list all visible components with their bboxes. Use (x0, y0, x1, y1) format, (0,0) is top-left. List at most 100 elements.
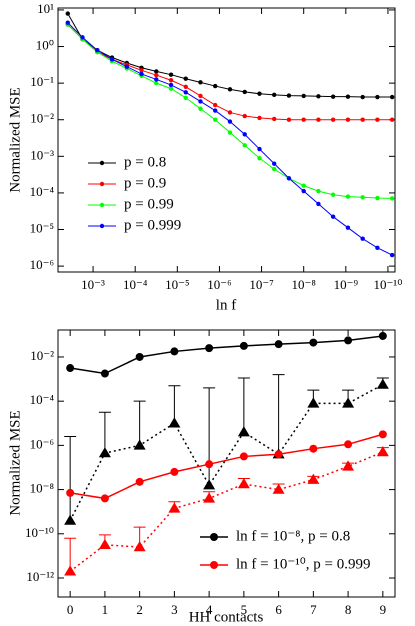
marker (168, 502, 181, 513)
marker (227, 87, 233, 92)
marker (316, 117, 321, 122)
x-tick-label: 6 (275, 602, 282, 617)
marker (330, 94, 336, 99)
marker (272, 483, 285, 494)
marker (100, 369, 109, 378)
x-axis-label: HH contacts (189, 609, 264, 625)
y-tick-label: 10⁻⁸ (30, 481, 55, 496)
marker (360, 236, 365, 241)
marker (168, 78, 174, 83)
marker (168, 86, 174, 91)
marker (301, 93, 306, 99)
marker (345, 94, 351, 99)
marker (183, 95, 188, 100)
marker (375, 94, 380, 100)
marker (154, 77, 159, 82)
x-tick-label: 10⁻⁸ (291, 277, 316, 292)
marker (205, 344, 214, 353)
marker (307, 473, 320, 484)
marker (316, 188, 321, 194)
y-tick-label: 10⁻⁵ (30, 220, 54, 235)
marker (360, 195, 365, 200)
legend-label: p = 0.9 (124, 175, 166, 191)
marker (344, 440, 353, 449)
marker (242, 132, 247, 137)
legend-label: p = 0.8 (124, 154, 166, 170)
marker (133, 439, 146, 450)
series-line (67, 13, 393, 98)
marker (286, 176, 292, 181)
marker (64, 565, 77, 576)
marker (376, 446, 389, 457)
marker (109, 57, 115, 62)
y-tick-label: 10⁻¹⁰ (25, 525, 54, 540)
marker (360, 117, 365, 122)
legend-marker (99, 223, 105, 229)
y-tick-label: 10⁻² (30, 348, 54, 363)
legend: p = 0.8 p = 0.9 p = 0.99 p = 0.999 (88, 154, 181, 233)
marker (375, 245, 380, 251)
series-line (70, 335, 383, 375)
x-tick-label: 5 (241, 602, 248, 617)
legend-label: p = 0.999 (124, 217, 181, 233)
y-axis-label: Normalized MSE (7, 87, 23, 192)
plot-frame (57, 7, 396, 273)
marker (203, 479, 216, 490)
y-tick-label: 10⁻¹² (26, 569, 54, 584)
series-line (69, 451, 384, 572)
marker (100, 494, 109, 503)
marker (272, 92, 277, 98)
x-tick-label: 10⁻⁶ (207, 277, 231, 292)
marker (342, 397, 355, 408)
marker (389, 252, 395, 258)
marker (286, 93, 292, 98)
marker (274, 450, 283, 459)
marker (135, 477, 144, 486)
marker (227, 110, 233, 115)
y-tick-label: 10⁻⁶ (30, 257, 54, 272)
marker (98, 538, 111, 550)
marker (274, 340, 283, 349)
marker (198, 93, 203, 99)
marker (213, 117, 218, 122)
x-tick-label: 10⁻⁴ (123, 277, 148, 292)
legend-label: p = 0.99 (124, 196, 174, 212)
marker (139, 71, 144, 77)
marker (198, 106, 203, 111)
marker (316, 94, 321, 99)
marker (66, 488, 75, 497)
y-tick-label: 10⁰ (36, 38, 54, 53)
legend-label: ln f = 10⁻¹⁰, p = 0.999 (236, 556, 371, 572)
marker (242, 113, 247, 119)
marker (239, 452, 248, 461)
marker (344, 336, 353, 345)
error-bar (203, 387, 216, 486)
marker (198, 99, 203, 104)
error-bar (237, 377, 250, 433)
marker (183, 90, 188, 95)
marker (242, 143, 247, 148)
legend-marker (99, 181, 105, 187)
marker (345, 117, 351, 122)
marker (124, 64, 130, 69)
marker (309, 444, 318, 453)
y-axis-label: Normalized MSE (7, 410, 23, 515)
marker (242, 89, 247, 95)
marker (360, 94, 365, 100)
marker (272, 116, 277, 122)
marker (330, 192, 336, 197)
marker (257, 115, 262, 121)
x-tick-label: 10⁻¹⁰ (373, 277, 402, 292)
marker (257, 91, 262, 96)
x-tick-label: 4 (206, 602, 213, 617)
marker (309, 338, 318, 347)
marker (203, 492, 216, 503)
error-bar (98, 411, 111, 454)
marker (378, 430, 387, 439)
marker (227, 130, 233, 135)
marker (330, 214, 336, 219)
marker (345, 194, 351, 199)
marker (198, 80, 203, 85)
x-axis-label: ln f (216, 297, 236, 313)
marker (168, 72, 174, 77)
